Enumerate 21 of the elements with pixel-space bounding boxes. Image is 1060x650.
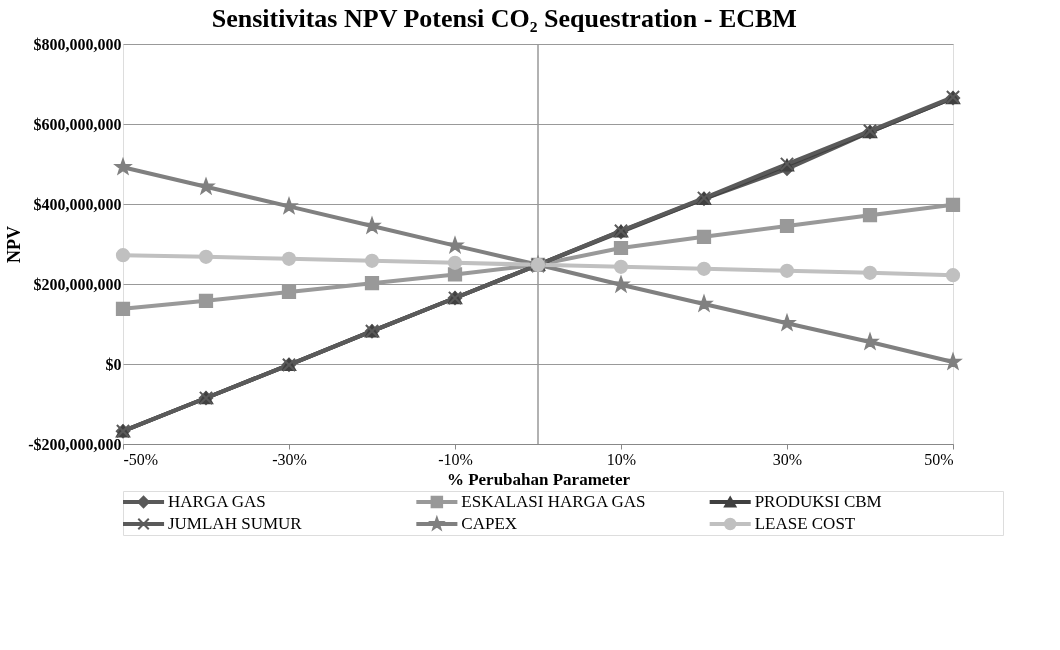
legend-label: PRODUKSI CBM	[754, 492, 882, 511]
y-tick-label: $200,000,000	[33, 275, 122, 293]
x-tick-label: -10%	[438, 450, 473, 468]
legend-label: CAPEX	[461, 514, 518, 533]
y-tick-label: $400,000,000	[33, 195, 122, 213]
y-tick-label: $800,000,000	[33, 35, 122, 53]
x-tick-label: 10%	[606, 450, 637, 468]
x-tick-label: 50%	[924, 450, 954, 468]
x-tick-label: -50%	[123, 450, 159, 468]
x-axis-title: % Perubahan Parameter	[446, 469, 631, 489]
legend-label: ESKALASI HARGA GAS	[461, 492, 646, 511]
chart-title: Sensitivitas NPV Potensi CO₂ Sequestration - ECBM	[211, 3, 797, 33]
legend-label: JUMLAH SUMUR	[167, 514, 303, 533]
y-tick-label: $600,000,000	[33, 115, 122, 133]
x-tick-label: -30%	[272, 450, 307, 468]
y-tick-label: $0	[105, 355, 122, 373]
legend-label: HARGA GAS	[167, 492, 266, 511]
y-tick-label: -$200,000,000	[28, 435, 122, 453]
x-tick-label: 30%	[772, 450, 803, 468]
legend-label: LEASE COST	[754, 514, 856, 533]
y-axis-title: NPV	[4, 226, 25, 263]
